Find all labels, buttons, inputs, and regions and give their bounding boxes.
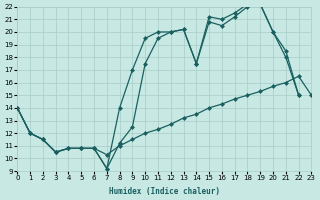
X-axis label: Humidex (Indice chaleur): Humidex (Indice chaleur) [109,187,220,196]
